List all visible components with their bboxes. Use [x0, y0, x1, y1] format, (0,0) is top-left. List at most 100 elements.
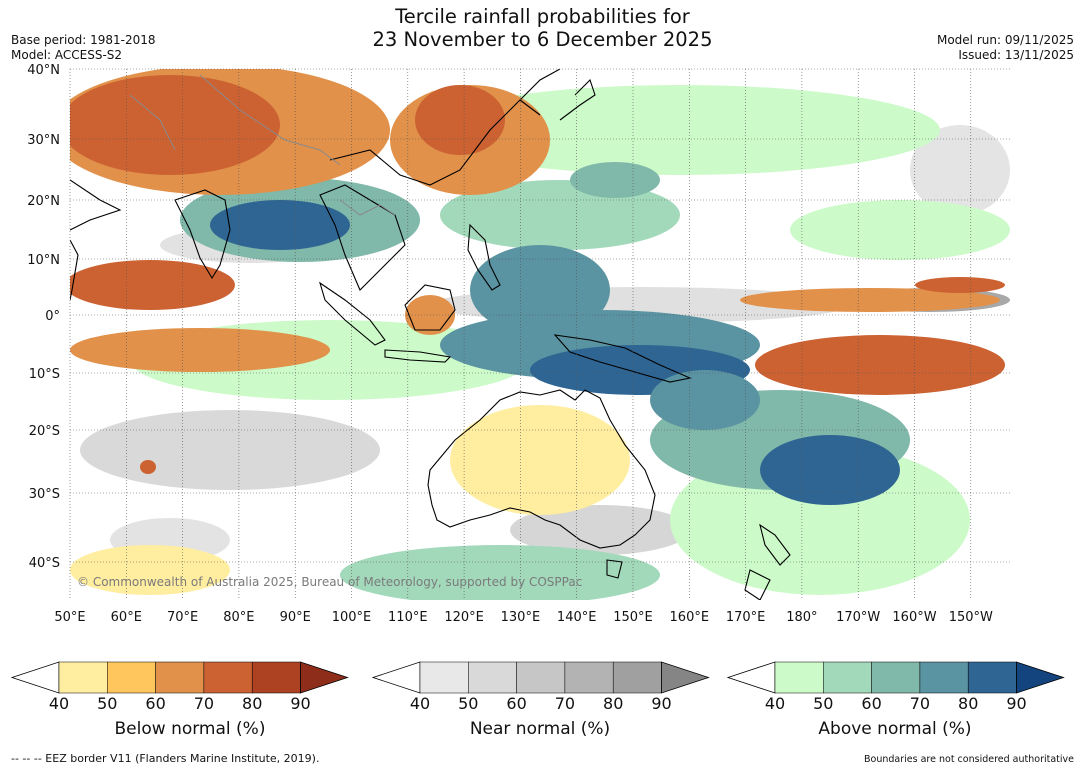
colorbar-tick-label: 50: [458, 694, 478, 713]
above-normal-region: [570, 162, 660, 198]
colorbar-segment: [58, 661, 108, 694]
lat-label: 10°N: [27, 253, 60, 268]
philippines-coast: [467, 223, 501, 291]
colorbar-tick-label: 80: [958, 694, 978, 713]
coastlines: [70, 69, 791, 600]
lon-label: 70°E: [167, 610, 198, 625]
lon-label: 170°E: [726, 610, 766, 625]
colorbar-tick-label: 80: [603, 694, 623, 713]
india-coast: [174, 189, 231, 280]
model-name: Model: ACCESS-S2: [11, 48, 123, 62]
colorbar-segment: [419, 661, 469, 694]
legend-below-label: Below normal (%): [114, 719, 266, 739]
below-normal-region: [70, 75, 280, 175]
colorbar-segment: [251, 661, 301, 694]
colorbar-tick-label: 60: [861, 694, 881, 713]
colorbar-tick-label: 50: [813, 694, 833, 713]
below-normal-region: [70, 328, 330, 372]
chart-title-line2: 23 November to 6 December 2025: [372, 28, 713, 51]
colorbar-tick-label: 70: [194, 694, 214, 713]
colorbar-segment: [155, 661, 205, 694]
above-normal-region: [340, 545, 660, 600]
border-line: [129, 94, 176, 151]
lon-label: 100°E: [332, 610, 372, 625]
colorbar-tick-label: 60: [506, 694, 526, 713]
lon-label: 110°E: [388, 610, 428, 625]
legend-near-label: Near normal (%): [469, 719, 611, 739]
model-run: Model run: 09/11/2025: [936, 33, 1074, 47]
australia-coast: [427, 389, 656, 549]
lon-label: 150°E: [613, 610, 653, 625]
colorbar-segment: [823, 661, 872, 694]
lat-label: 30°S: [29, 487, 60, 502]
near-normal-region: [510, 505, 690, 555]
colorbar-above: 40 50 60 70 80 90: [726, 661, 1065, 713]
copyright-text: © Commonwealth of Australia 2025, Bureau…: [77, 575, 582, 589]
below-normal-region: [755, 335, 1005, 395]
lon-label: 140°E: [557, 610, 597, 625]
below-normal-region: [140, 460, 156, 474]
lon-label: 60°E: [111, 610, 142, 625]
lon-label: 120°E: [444, 610, 484, 625]
below-normal-region: [450, 405, 630, 515]
tasmania-coast: [606, 559, 623, 579]
eez-note: -- -- -- EEZ border V11 (Flanders Marine…: [11, 752, 320, 765]
lon-label: 160°E: [670, 610, 710, 625]
above-normal-region: [650, 370, 760, 430]
sumatra-coast: [319, 281, 386, 346]
below-normal-region: [740, 288, 1000, 312]
lon-label: 170°W: [836, 610, 880, 625]
lat-label: 10°S: [29, 367, 60, 382]
colorbar-segment: [107, 661, 156, 694]
colorbar-under-extension: [371, 661, 421, 694]
colorbar-segment: [516, 661, 566, 694]
colorbar-below: 40 50 60 70 80 90: [10, 661, 349, 713]
africa-coast: [70, 239, 79, 301]
above-normal-region: [420, 85, 940, 175]
above-normal-region: [790, 200, 1010, 260]
colorbar-over-extension: [1016, 661, 1065, 694]
lon-label: 50°E: [54, 610, 85, 625]
colorbar-tick-label: 60: [145, 694, 165, 713]
colorbar-segment: [919, 661, 969, 694]
colorbar-over-extension: [661, 661, 710, 694]
rainfall-map: © Commonwealth of Australia 2025, Bureau…: [27, 63, 1011, 625]
arabia-coast: [70, 179, 122, 231]
colorbar-under-extension: [10, 661, 60, 694]
colorbar-segment: [871, 661, 921, 694]
colorbar-tick-label: 90: [1006, 694, 1026, 713]
colorbar-segment: [468, 661, 517, 694]
indochina-coast: [319, 184, 406, 291]
above-normal-region: [760, 435, 900, 505]
base-period: Base period: 1981-2018: [11, 33, 156, 47]
colorbar-tick-label: 40: [49, 694, 69, 713]
below-normal-region: [70, 545, 230, 595]
latitude-labels: 40°N 30°N 20°N 10°N 0° 10°S 20°S 30°S 40°S: [27, 63, 60, 571]
near-normal-region: [910, 125, 1010, 215]
above-normal-region: [210, 200, 350, 250]
colorbars: 40 50 60 70 80 90 40 50 60 70 80 90 40 50 60 70 80 90: [10, 661, 1065, 713]
lat-label: 0°: [45, 309, 60, 324]
lat-label: 30°N: [27, 133, 60, 148]
new-guinea-coast: [553, 334, 692, 383]
colorbar-tick-label: 70: [910, 694, 930, 713]
colorbar-segment: [612, 661, 662, 694]
colorbar-tick-label: 70: [555, 694, 575, 713]
below-normal-region: [415, 85, 505, 155]
grid: [69, 68, 1011, 600]
country-borders: [129, 74, 396, 216]
colorbar-tick-label: 80: [242, 694, 262, 713]
lon-label: 180°: [786, 610, 817, 625]
colorbar-tick-label: 40: [410, 694, 430, 713]
lon-label: 130°E: [501, 610, 541, 625]
colorbar-tick-label: 90: [290, 694, 310, 713]
japan-coast: [559, 78, 596, 121]
colorbar-tick-label: 40: [765, 694, 785, 713]
lon-label: 160°W: [892, 610, 936, 625]
colorbar-segment: [564, 661, 614, 694]
lon-label: 90°E: [280, 610, 311, 625]
border-line: [199, 74, 341, 166]
longitude-labels: 50°E 60°E 70°E 80°E 90°E 100°E 110°E 120°E 130°E…: [54, 610, 993, 625]
lat-label: 20°S: [29, 424, 60, 439]
lon-label: 150°W: [949, 610, 993, 625]
